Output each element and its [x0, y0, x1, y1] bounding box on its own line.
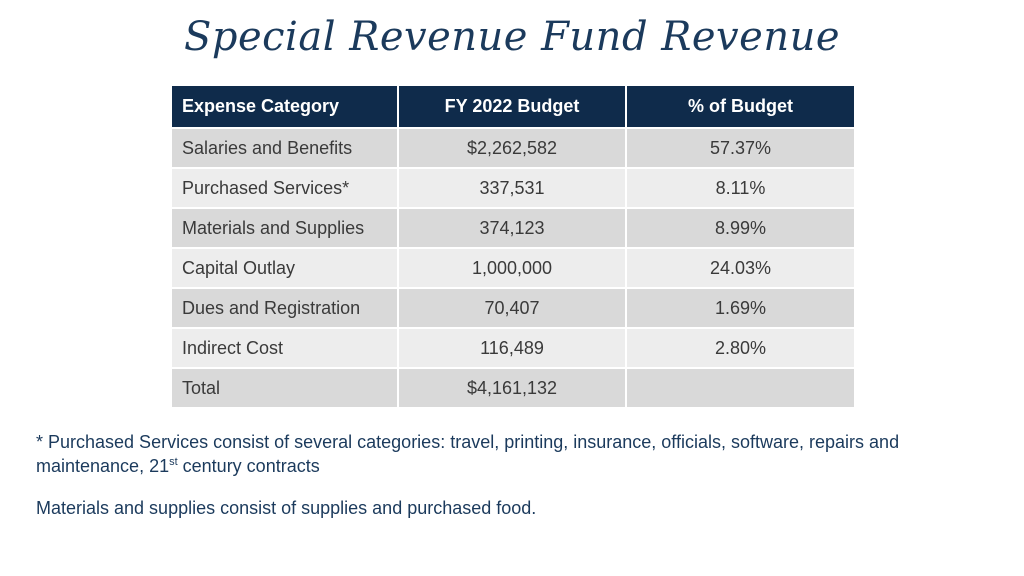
- cell-percent: 57.37%: [625, 127, 856, 169]
- footnote-text: * Purchased Services consist of several …: [36, 432, 900, 476]
- cell-budget: $2,262,582: [397, 127, 627, 169]
- cell-percent: 8.99%: [625, 207, 856, 249]
- cell-category: Dues and Registration: [170, 287, 399, 329]
- cell-category: Indirect Cost: [170, 327, 399, 369]
- table-row: Indirect Cost 116,489 2.80%: [170, 327, 856, 369]
- cell-percent: 8.11%: [625, 167, 856, 209]
- cell-budget: 374,123: [397, 207, 627, 249]
- header-fy2022-budget: FY 2022 Budget: [397, 84, 627, 129]
- table-row: Salaries and Benefits $2,262,582 57.37%: [170, 127, 856, 169]
- table-row: Capital Outlay 1,000,000 24.03%: [170, 247, 856, 289]
- table-row-total: Total $4,161,132: [170, 367, 856, 409]
- table-row: Purchased Services* 337,531 8.11%: [170, 167, 856, 209]
- cell-budget: $4,161,132: [397, 367, 627, 409]
- cell-category: Capital Outlay: [170, 247, 399, 289]
- cell-category: Total: [170, 367, 399, 409]
- cell-percent: 1.69%: [625, 287, 856, 329]
- footnote-purchased-services: * Purchased Services consist of several …: [36, 430, 996, 478]
- header-percent-of-budget: % of Budget: [625, 84, 856, 129]
- cell-category: Materials and Supplies: [170, 207, 399, 249]
- budget-table: Expense Category FY 2022 Budget % of Bud…: [170, 84, 856, 409]
- cell-budget: 337,531: [397, 167, 627, 209]
- cell-budget: 70,407: [397, 287, 627, 329]
- cell-percent: [625, 367, 856, 409]
- cell-budget: 1,000,000: [397, 247, 627, 289]
- cell-category: Salaries and Benefits: [170, 127, 399, 169]
- cell-percent: 24.03%: [625, 247, 856, 289]
- cell-category: Purchased Services*: [170, 167, 399, 209]
- footnote-materials: Materials and supplies consist of suppli…: [36, 498, 537, 518]
- table-header-row: Expense Category FY 2022 Budget % of Bud…: [170, 84, 856, 129]
- footnote-superscript: st: [169, 456, 178, 468]
- cell-percent: 2.80%: [625, 327, 856, 369]
- header-expense-category: Expense Category: [170, 84, 399, 129]
- table-row: Dues and Registration 70,407 1.69%: [170, 287, 856, 329]
- page-title: Special Revenue Fund Revenue: [183, 14, 841, 60]
- table-row: Materials and Supplies 374,123 8.99%: [170, 207, 856, 249]
- footnote-text-tail: century contracts: [177, 456, 320, 476]
- cell-budget: 116,489: [397, 327, 627, 369]
